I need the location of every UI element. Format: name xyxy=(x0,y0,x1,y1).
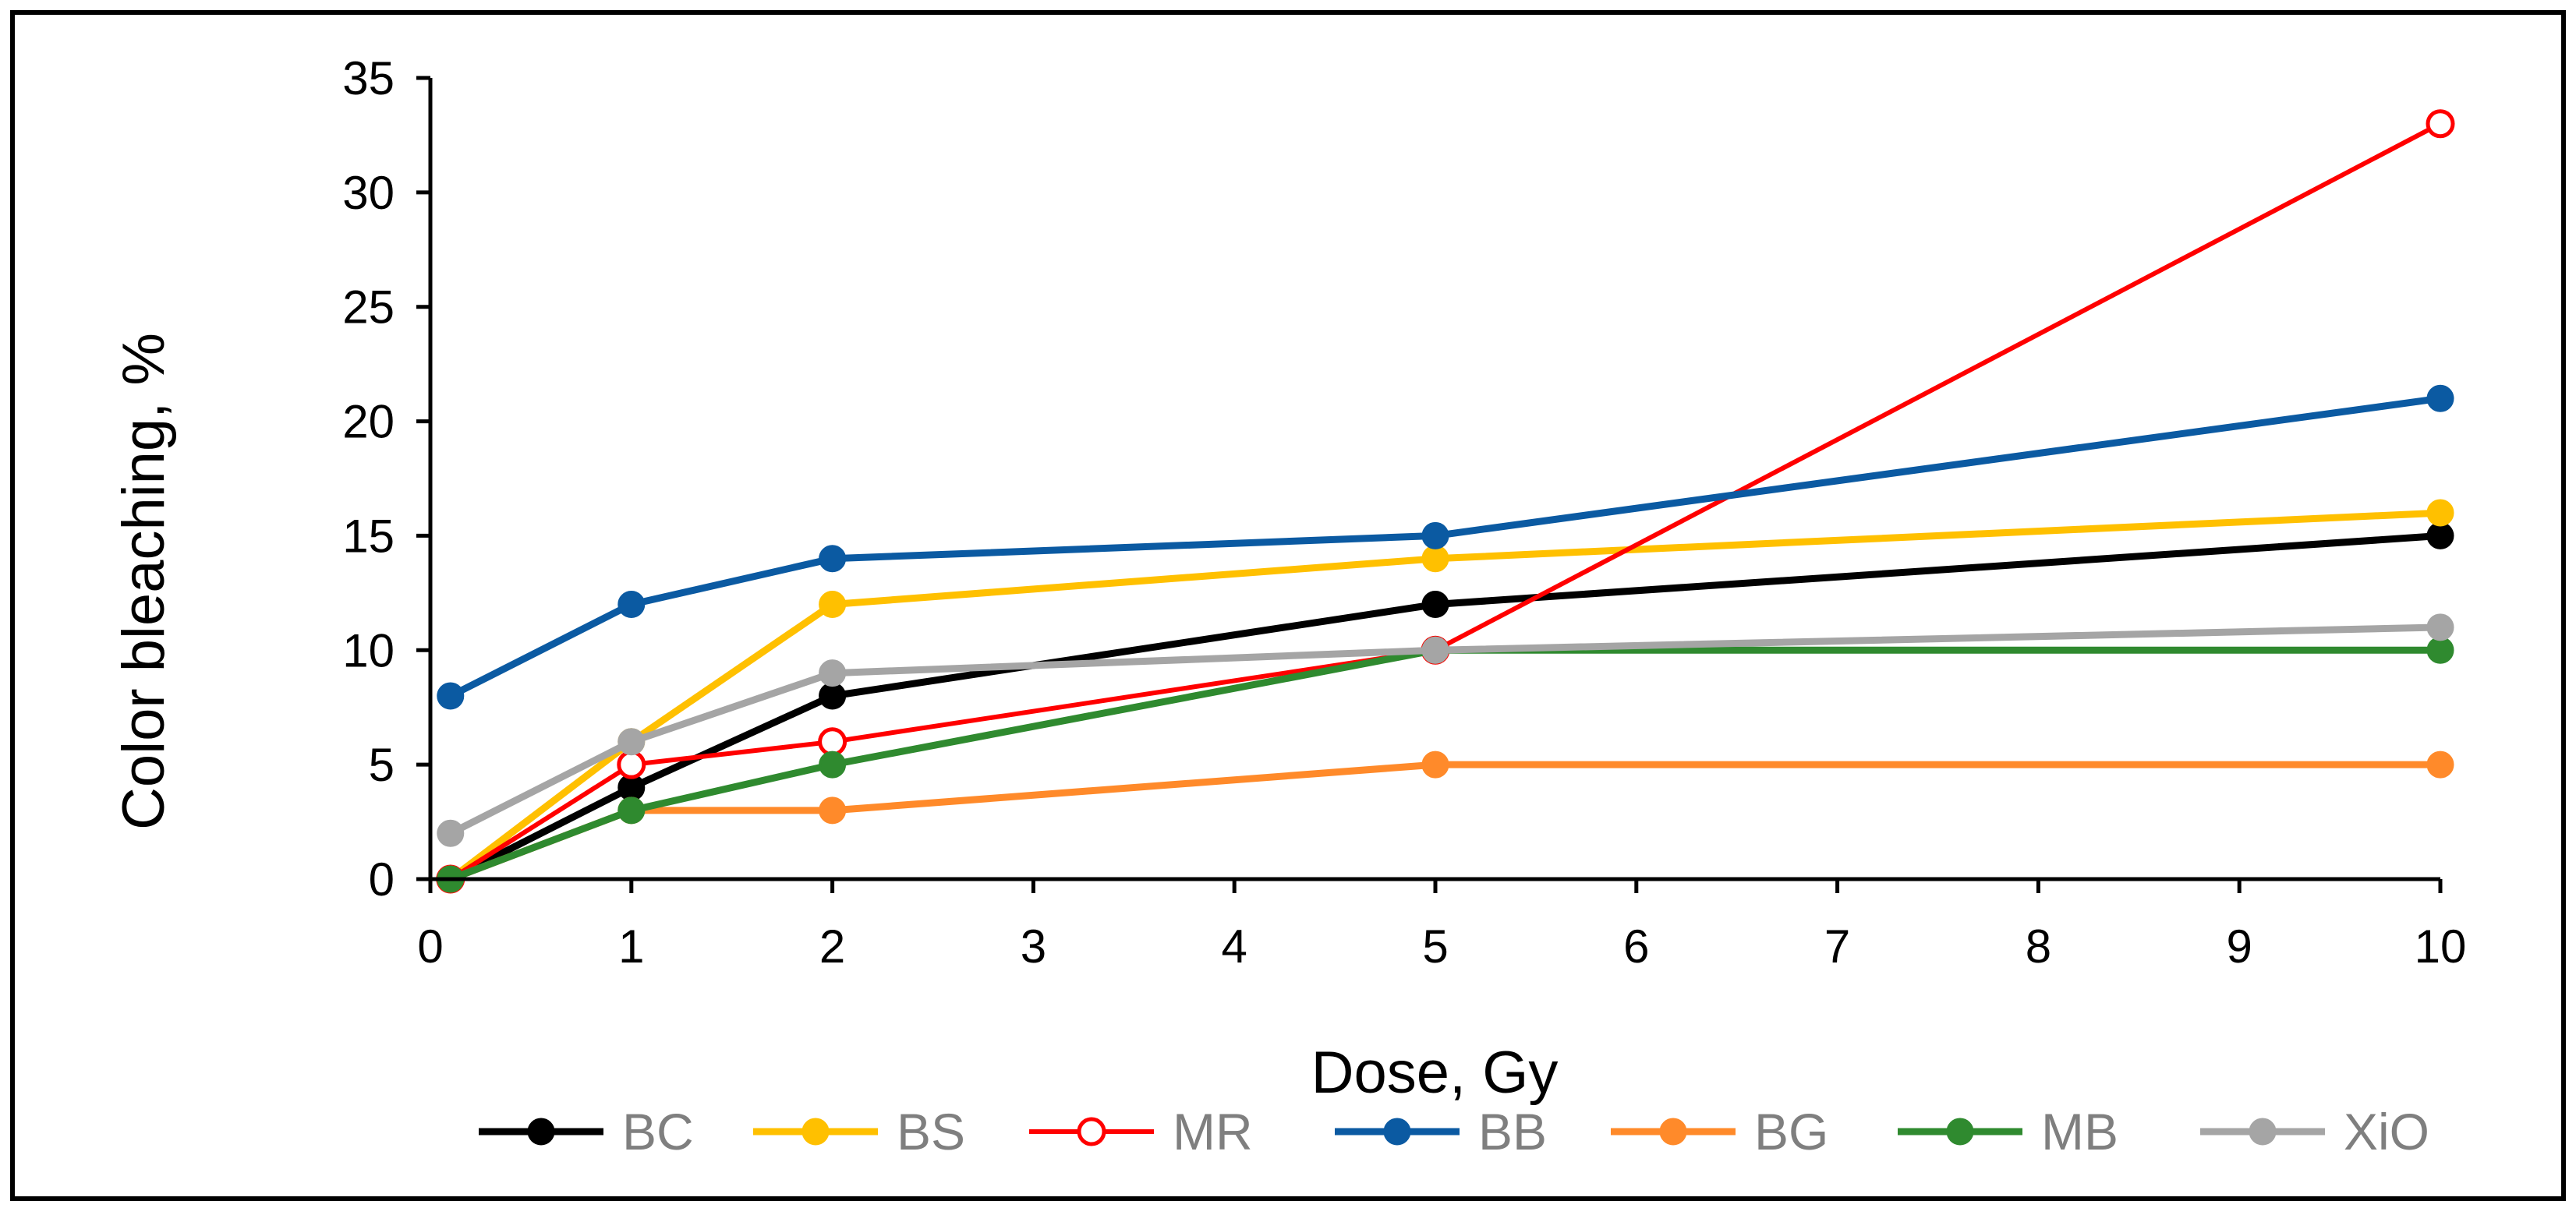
data-point-bc xyxy=(1421,591,1449,619)
y-tick-label: 25 xyxy=(342,281,395,334)
x-tick-label: 3 xyxy=(1021,920,1046,973)
legend-swatch-marker xyxy=(801,1118,830,1146)
legend-item-mb: MB xyxy=(1898,1103,2118,1160)
data-point-bc xyxy=(819,682,847,710)
x-tick-label: 1 xyxy=(618,920,644,973)
legend-item-bg: BG xyxy=(1611,1103,1828,1160)
x-tick-label: 7 xyxy=(1824,920,1850,973)
data-point-bb xyxy=(437,682,465,710)
data-point-xio xyxy=(819,659,847,687)
legend-swatch-marker xyxy=(1383,1118,1411,1146)
y-tick-label: 10 xyxy=(342,624,395,676)
x-axis-title: Dose, Gy xyxy=(1311,1040,1559,1106)
x-tick-label: 10 xyxy=(2415,920,2467,973)
data-point-bb xyxy=(1421,521,1449,549)
legend-item-bb: BB xyxy=(1335,1103,1547,1160)
legend-swatch-marker xyxy=(527,1118,555,1146)
x-tick-label: 9 xyxy=(2227,920,2252,973)
y-tick-label: 20 xyxy=(342,396,395,448)
legend-label: MR xyxy=(1173,1103,1253,1160)
x-tick-label: 4 xyxy=(1222,920,1247,973)
y-axis-title: Color bleaching, % xyxy=(111,333,177,830)
legend-label: BS xyxy=(897,1103,965,1160)
data-point-mr xyxy=(818,727,847,757)
y-tick-label: 0 xyxy=(369,853,395,906)
data-point-bs xyxy=(819,591,847,619)
legend-label: XiO xyxy=(2344,1103,2429,1160)
series-xio xyxy=(437,613,2454,847)
data-point-mb xyxy=(819,751,847,779)
data-point-xio xyxy=(437,819,465,847)
legend-label: BC xyxy=(622,1103,694,1160)
x-tick-label: 6 xyxy=(1623,920,1649,973)
y-tick-label: 35 xyxy=(342,52,395,104)
data-point-bg xyxy=(1421,751,1449,779)
legend-item-bc: BC xyxy=(479,1103,694,1160)
legend-item-mr: MR xyxy=(1029,1103,1253,1160)
x-tick-label: 2 xyxy=(819,920,845,973)
legend-label: BB xyxy=(1478,1103,1547,1160)
y-tick-label: 15 xyxy=(342,510,395,562)
x-tick-label: 5 xyxy=(1422,920,1448,973)
legend: BC BS MR BB BG MB XiO xyxy=(479,1103,2429,1160)
data-point-bs xyxy=(2426,499,2454,527)
legend-swatch-marker xyxy=(1946,1118,1974,1146)
data-point-bb xyxy=(617,591,646,619)
series-layer xyxy=(436,109,2455,894)
data-point-xio xyxy=(2426,613,2454,641)
data-point-mb xyxy=(2426,636,2454,664)
legend-label: MB xyxy=(2041,1103,2118,1160)
data-point-bc xyxy=(2426,521,2454,549)
legend-item-bs: BS xyxy=(753,1103,965,1160)
series-bc xyxy=(437,521,2454,893)
series-bb xyxy=(437,384,2454,710)
axes-layer: 0 5 10 15 20 25 30 35 0 1 2 3 4 5 6 7 8 9 10 xyxy=(342,52,2466,973)
data-point-mr xyxy=(617,750,646,779)
data-point-bg xyxy=(2426,751,2454,779)
series-mb xyxy=(437,636,2454,893)
data-point-bg xyxy=(819,796,847,825)
data-point-bb xyxy=(2426,384,2454,412)
chart-frame xyxy=(10,10,2566,1201)
data-point-bb xyxy=(819,545,847,573)
legend-label: BG xyxy=(1754,1103,1828,1160)
y-tick-label: 5 xyxy=(369,739,395,791)
data-point-mr xyxy=(2426,109,2455,139)
x-tick-label: 0 xyxy=(417,920,443,973)
legend-swatch-marker xyxy=(2249,1118,2277,1146)
data-point-mb xyxy=(617,796,646,825)
x-tick-label: 8 xyxy=(2026,920,2051,973)
data-point-xio xyxy=(617,728,646,756)
legend-swatch-marker xyxy=(1077,1117,1106,1146)
legend-item-xio: XiO xyxy=(2200,1103,2429,1160)
data-point-bs xyxy=(1421,545,1449,573)
legend-swatch-marker xyxy=(1659,1118,1687,1146)
y-tick-label: 30 xyxy=(342,167,395,219)
data-point-xio xyxy=(1421,636,1449,664)
